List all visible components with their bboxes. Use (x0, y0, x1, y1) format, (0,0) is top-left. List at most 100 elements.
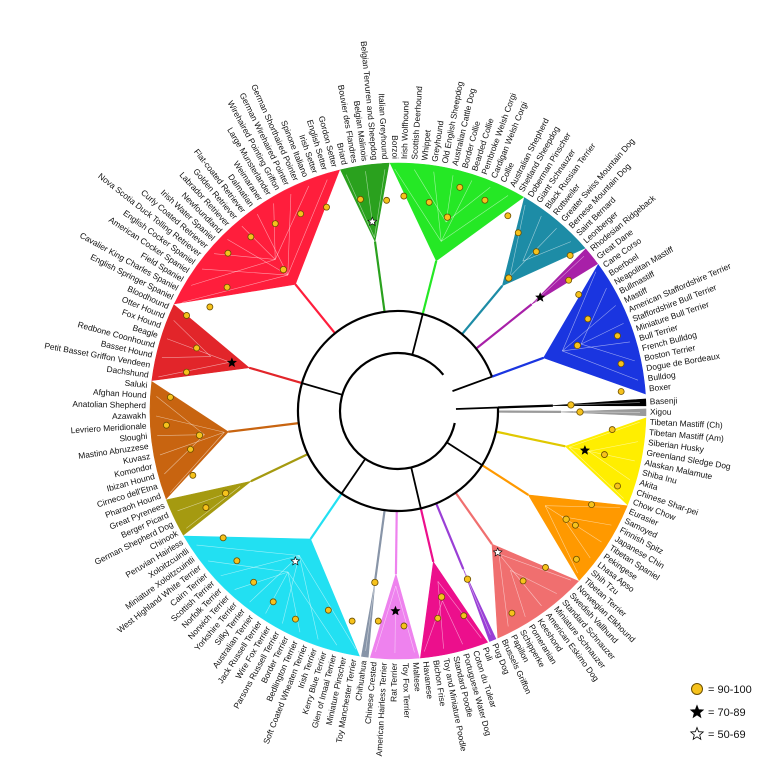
sub-branch (545, 505, 620, 508)
legend-item-white-star: = 50-69 (689, 726, 746, 741)
sub-branch (249, 555, 300, 603)
circle-marker (383, 196, 391, 204)
circle-marker (187, 445, 194, 453)
sub-branch (510, 570, 557, 594)
white-star-icon (689, 726, 705, 741)
sub-branch (214, 253, 276, 260)
breed-label: Maltese (411, 662, 423, 692)
sub-branch (159, 431, 225, 456)
clade-stem (421, 260, 438, 315)
breed-label: Briard (335, 142, 350, 166)
circle-marker (456, 183, 464, 191)
circle-marker (193, 344, 201, 352)
sub-branch (164, 434, 205, 475)
circle-marker (617, 388, 625, 395)
circle-marker (504, 212, 512, 220)
circle-marker (434, 614, 442, 622)
breed-label: Borzoi (390, 135, 400, 159)
circle-marker (505, 274, 513, 282)
clade-fan (183, 535, 360, 657)
black-star-marker (390, 605, 401, 616)
sub-branch (561, 516, 612, 526)
clade-fan (463, 568, 497, 642)
sub-branch (580, 288, 607, 345)
sub-branch (442, 600, 463, 645)
sub-branch (534, 255, 585, 303)
circle-marker (183, 312, 190, 319)
circle-marker (324, 606, 332, 614)
circle-marker (279, 266, 288, 274)
sub-branch (155, 415, 225, 433)
circle-marker (323, 203, 330, 211)
clade-fan (369, 572, 420, 660)
clade-stem (497, 404, 553, 409)
sub-branch (588, 450, 631, 481)
sub-branch (227, 239, 288, 276)
circle-marker (584, 315, 592, 323)
sub-branch (544, 505, 578, 574)
circle-marker (357, 195, 364, 203)
clade-fan (361, 580, 376, 658)
breed-label: Scottish Deerhound (409, 85, 424, 159)
backbone-spoke (452, 375, 493, 392)
clade-fan (149, 381, 229, 500)
circle-marker-icon (691, 683, 703, 695)
clade-stem (374, 509, 386, 581)
sub-branch (234, 571, 289, 590)
sub-branch (365, 171, 373, 218)
sub-branch (445, 187, 491, 223)
circle-marker (219, 534, 227, 542)
circle-marker (371, 578, 379, 587)
circle-marker (374, 617, 382, 625)
circle-marker (202, 504, 210, 511)
circle-marker (508, 609, 516, 617)
sub-branch (365, 584, 375, 651)
sub-branch (156, 396, 205, 435)
sub-branch (201, 268, 288, 276)
white-star-marker (492, 547, 503, 557)
breed-label: Azawakh (112, 410, 147, 421)
circle-marker (443, 213, 451, 221)
legend-item-circle: = 90-100 (691, 683, 752, 696)
sub-branch (273, 203, 276, 260)
sub-branch (522, 241, 571, 262)
black-star-marker (226, 357, 237, 368)
circle-marker (250, 578, 258, 586)
breed-label: Rat Terrier (389, 663, 399, 702)
circle-marker (348, 617, 356, 625)
sub-branch (282, 555, 300, 624)
tree-branches (228, 241, 566, 581)
sub-branch (287, 571, 301, 633)
sub-branch (440, 180, 473, 242)
clade-stem (250, 453, 309, 483)
legend: = 90-100 = 70-89 = 50-69 (689, 683, 752, 741)
sub-branch (274, 185, 310, 260)
clade-stem (435, 502, 465, 570)
circle-marker (195, 431, 204, 439)
clade-stem (419, 508, 435, 563)
breed-label: Basenji (650, 395, 678, 406)
sub-branch (220, 555, 300, 577)
sub-branch (498, 553, 509, 627)
breed-label: Xigou (650, 407, 672, 417)
sub-branch (561, 516, 591, 559)
backbone-spoke (455, 406, 498, 410)
sub-branch (441, 195, 509, 242)
breed-label: Puli (481, 646, 495, 663)
sub-branch (562, 305, 616, 352)
circle-marker (575, 291, 583, 298)
circle-marker (189, 471, 197, 479)
sub-branch (375, 585, 397, 653)
sub-branch (572, 402, 640, 406)
circle-marker (292, 615, 299, 623)
clade-fan (527, 494, 628, 581)
clade-fan (531, 248, 599, 305)
white-star-marker (290, 555, 301, 566)
sub-branch (394, 605, 396, 653)
bootstrap-markers (163, 183, 625, 630)
sub-branch (522, 215, 542, 262)
clade-stem (495, 430, 566, 448)
black-star-icon (689, 704, 705, 719)
legend-label: = 70-89 (708, 707, 746, 719)
